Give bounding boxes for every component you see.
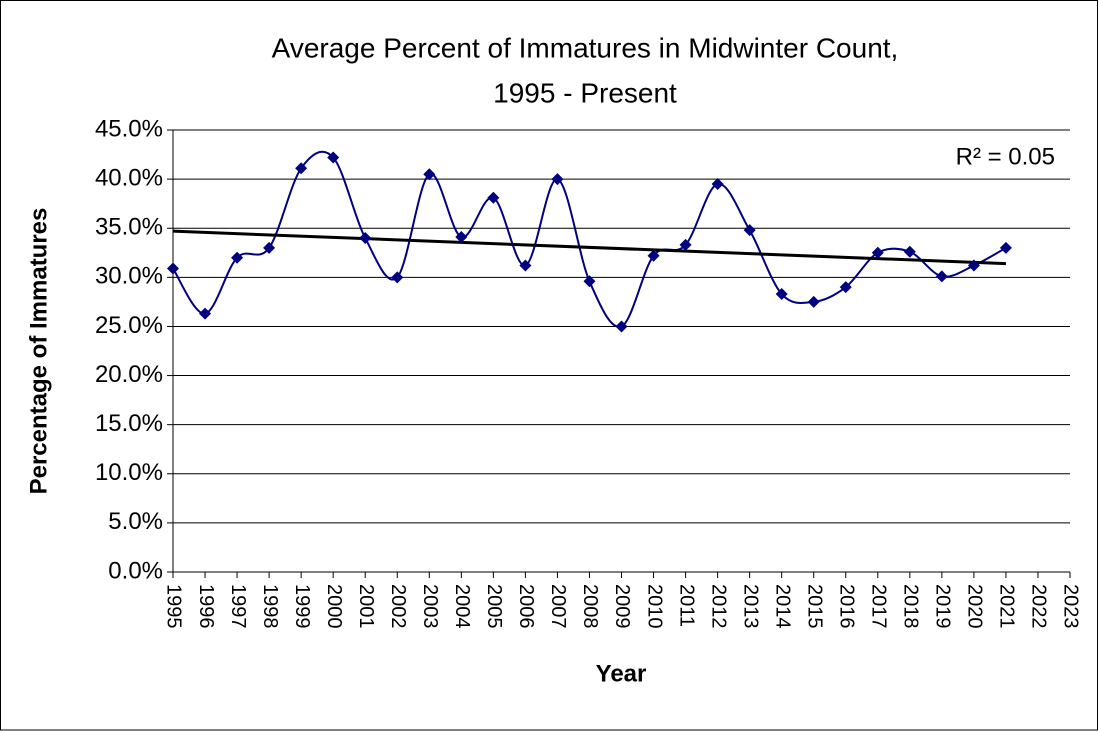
data-point	[967, 259, 980, 272]
y-tick-label: 30.0%	[95, 263, 163, 290]
r-squared-annotation: R² = 0.05	[956, 143, 1055, 170]
y-tick-label: 45.0%	[95, 115, 163, 142]
data-point	[935, 270, 948, 283]
x-tick-label: 2023	[1060, 584, 1082, 629]
data-point	[167, 262, 179, 275]
chart-subtitle: 1995 - Present	[493, 77, 677, 108]
x-tick-label: 2022	[1028, 584, 1050, 629]
x-tick-label: 2016	[835, 584, 857, 629]
chart-title: Average Percent of Immatures in Midwinte…	[272, 32, 899, 63]
y-tick-label: 10.0%	[95, 459, 163, 486]
data-point	[199, 307, 212, 320]
x-tick-label: 2021	[996, 584, 1018, 629]
x-tick-label: 2010	[643, 584, 665, 629]
y-tick-label: 5.0%	[108, 508, 163, 535]
data-point	[295, 162, 308, 175]
x-tick-label: 2012	[707, 584, 729, 629]
data-point	[263, 241, 276, 254]
data-point	[839, 281, 852, 294]
x-tick-label: 2009	[611, 584, 633, 629]
trendline	[172, 229, 1006, 266]
x-tick-label: 2017	[868, 584, 890, 629]
data-point	[391, 271, 404, 284]
data-point	[327, 151, 340, 164]
y-tick-label: 0.0%	[108, 557, 163, 584]
data-line	[172, 150, 1007, 328]
x-tick-label: 1999	[291, 584, 313, 629]
x-tick-label: 2011	[675, 584, 697, 627]
x-tick-label: 2015	[803, 584, 825, 629]
y-tick-label: 15.0%	[95, 410, 163, 437]
x-tick-label: 2002	[387, 584, 409, 629]
x-tick-label: 2020	[964, 584, 986, 629]
data-point	[999, 241, 1012, 254]
y-tick-label: 20.0%	[95, 361, 163, 388]
x-tick-label: 2003	[419, 584, 441, 629]
data-point	[615, 320, 628, 333]
x-tick-label: 2018	[900, 584, 922, 629]
data-point	[519, 259, 532, 272]
data-point	[711, 178, 724, 191]
x-tick-label: 1998	[259, 584, 281, 629]
data-point	[647, 249, 660, 262]
y-tick-label: 35.0%	[95, 214, 163, 241]
data-point	[871, 246, 884, 259]
x-tick-label: 1995	[163, 584, 185, 629]
y-axis-label: Percentage of Immatures	[25, 208, 52, 495]
x-tick-label: 2019	[932, 584, 954, 629]
data-point	[231, 251, 244, 264]
data-point	[775, 288, 788, 301]
data-point	[359, 232, 372, 245]
data-point	[807, 295, 820, 308]
data-point	[743, 224, 756, 237]
x-tick-label: 2014	[771, 584, 793, 629]
data-point	[583, 275, 596, 288]
x-tick-label: 2006	[515, 584, 537, 629]
x-tick-label: 2008	[579, 584, 601, 629]
data-point	[679, 238, 692, 251]
x-tick-label: 1997	[227, 584, 249, 629]
data-point	[455, 231, 468, 244]
x-tick-label: 2005	[483, 584, 505, 629]
x-tick-label: 2000	[323, 584, 345, 629]
y-tick-label: 40.0%	[95, 164, 163, 191]
x-tick-label: 1996	[195, 584, 217, 629]
data-point	[423, 168, 436, 181]
data-point	[487, 191, 500, 204]
x-tick-label: 2004	[451, 584, 473, 629]
data-point	[903, 245, 916, 258]
x-tick-label: 2001	[355, 584, 377, 629]
data-point	[551, 173, 564, 186]
x-tick-label: 2013	[739, 584, 761, 629]
y-tick-label: 25.0%	[95, 312, 163, 339]
x-tick-label: 2007	[547, 584, 569, 629]
x-axis-label: Year	[596, 660, 647, 687]
